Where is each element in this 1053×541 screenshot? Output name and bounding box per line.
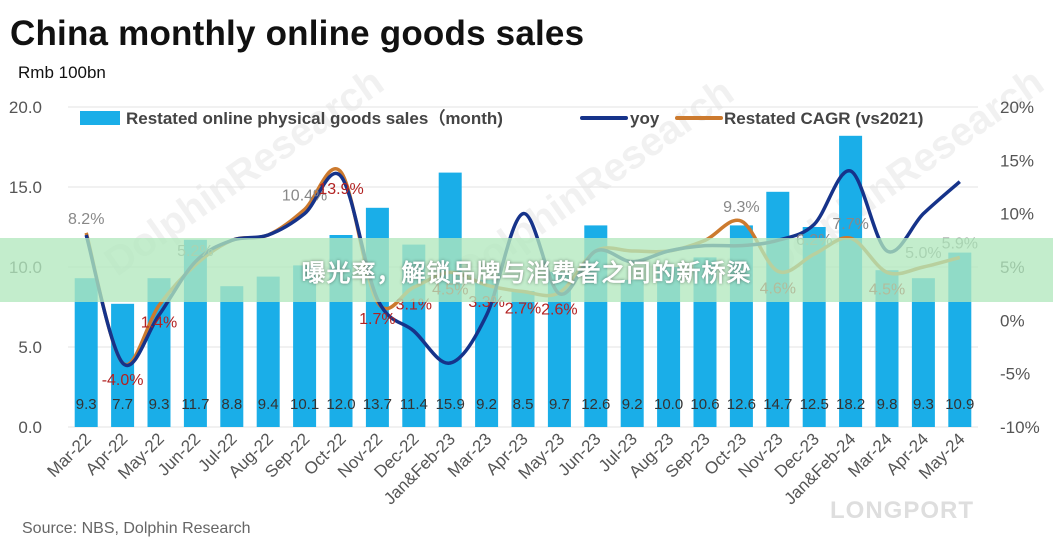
bar-value-label: 8.5 (513, 396, 534, 413)
left-tick-label: 20.0 (9, 98, 42, 117)
cagr-label: 13.9% (318, 181, 363, 198)
bar-value-label: 11.4 (400, 396, 428, 413)
legend: Restated online physical goods sales（mon… (80, 108, 923, 128)
legend-label-cagr: Restated CAGR (vs2021) (724, 109, 923, 128)
bar (547, 271, 571, 427)
x-tick-label: Mar-22 (44, 429, 96, 481)
bar (293, 265, 317, 427)
bar-value-label: 10.1 (290, 396, 319, 413)
bar-value-label: 8.8 (221, 396, 242, 413)
chart-title: China monthly online goods sales (10, 14, 585, 53)
cagr-label: 9.3% (723, 199, 759, 216)
left-tick-label: 15.0 (9, 178, 42, 197)
overlay-banner: 曝光率，解锁品牌与消费者之间的新桥梁 (0, 238, 1053, 302)
bar-value-label: 9.3 (76, 396, 97, 413)
cagr-label: 8.2% (68, 211, 104, 228)
bar-value-label: 15.9 (436, 396, 465, 413)
bar-value-label: 10.9 (945, 396, 974, 413)
bar (911, 278, 935, 427)
cagr-label: 2.6% (541, 302, 577, 319)
right-tick-label: 20% (1000, 98, 1034, 117)
bar (657, 267, 681, 427)
bar-value-label: 12.5 (800, 396, 829, 413)
bar-value-label: 9.8 (877, 396, 898, 413)
bar-value-label: 12.0 (326, 396, 355, 413)
right-tick-label: -5% (1000, 365, 1030, 384)
cagr-label: 7.7% (832, 216, 868, 233)
legend-label-bar: Restated online physical goods sales（mon… (126, 108, 503, 128)
left-tick-label: 5.0 (18, 338, 42, 357)
legend-label-yoy: yoy (630, 109, 660, 128)
bar (475, 279, 499, 427)
bar-value-label: 10.0 (654, 396, 683, 413)
bar-value-label: 9.4 (258, 396, 279, 413)
bar-value-label: 11.7 (181, 396, 209, 413)
bar (875, 270, 899, 427)
cagr-label: -4.0% (102, 372, 144, 389)
bar-value-label: 12.6 (581, 396, 610, 413)
unit-label: Rmb 100bn (18, 63, 106, 82)
banner-text: 曝光率，解锁品牌与消费者之间的新桥梁 (301, 258, 752, 287)
cagr-label: 10.4% (282, 187, 327, 204)
left-tick-label: 0.0 (18, 418, 42, 437)
bar-value-label: 7.7 (112, 396, 133, 413)
bar-value-label: 9.3 (149, 396, 170, 413)
bar-value-label: 9.2 (476, 396, 497, 413)
bar-value-label: 9.3 (913, 396, 934, 413)
brand-mark: LONGPORT (830, 497, 974, 524)
bar (511, 291, 535, 427)
right-tick-label: -10% (1000, 418, 1040, 437)
cagr-label: 1.7% (359, 311, 395, 328)
bar-value-labels: 9.3 7.7 9.3 11.7 8.8 9.4 10.1 12.0 13.7 11.4 15.9 9… (76, 396, 975, 413)
cagr-label: 2.7% (505, 301, 541, 318)
bar-value-label: 9.2 (622, 396, 643, 413)
bar-value-label: 13.7 (363, 396, 392, 413)
source-note: Source: NBS, Dolphin Research (22, 520, 251, 537)
bar-value-label: 9.7 (549, 396, 570, 413)
bar-value-label: 12.6 (727, 396, 756, 413)
bar (766, 191, 790, 427)
right-tick-label: 15% (1000, 151, 1034, 170)
bar-value-label: 18.2 (836, 396, 865, 413)
bar-value-label: 10.6 (690, 396, 719, 413)
cagr-label: 1.4% (141, 314, 177, 331)
right-tick-label: 10% (1000, 205, 1034, 224)
right-tick-label: 0% (1000, 311, 1025, 330)
bar (620, 279, 644, 427)
bar (74, 278, 98, 427)
bar (220, 286, 244, 427)
legend-swatch-bar (80, 111, 120, 125)
bar (256, 276, 280, 427)
bar-value-label: 14.7 (763, 396, 792, 413)
